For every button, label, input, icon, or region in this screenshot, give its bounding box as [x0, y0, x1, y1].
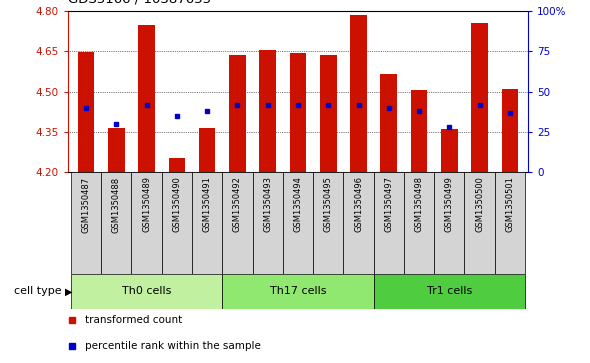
Bar — [373, 172, 404, 274]
Text: GSM1350490: GSM1350490 — [172, 176, 181, 232]
Text: GSM1350497: GSM1350497 — [384, 176, 394, 232]
Text: GSM1350491: GSM1350491 — [202, 176, 212, 232]
Bar — [343, 172, 373, 274]
Bar — [101, 172, 132, 274]
Text: GSM1350487: GSM1350487 — [81, 176, 90, 233]
Bar — [441, 129, 458, 172]
Bar — [260, 50, 276, 172]
Text: transformed count: transformed count — [86, 315, 182, 325]
Bar — [283, 172, 313, 274]
Bar — [222, 274, 373, 309]
Bar — [290, 53, 306, 172]
Bar — [169, 158, 185, 172]
Bar — [162, 172, 192, 274]
Text: GSM1350499: GSM1350499 — [445, 176, 454, 232]
Bar — [199, 128, 215, 172]
Bar — [108, 128, 124, 172]
Bar — [71, 274, 222, 309]
Text: ▶: ▶ — [65, 286, 73, 296]
Text: GSM1350498: GSM1350498 — [415, 176, 424, 232]
Text: GSM1350500: GSM1350500 — [475, 176, 484, 232]
Bar — [373, 274, 525, 309]
Bar — [138, 25, 155, 172]
Text: GSM1350492: GSM1350492 — [233, 176, 242, 232]
Bar — [471, 23, 488, 172]
Bar — [253, 172, 283, 274]
Text: cell type: cell type — [14, 286, 65, 296]
Text: Tr1 cells: Tr1 cells — [427, 286, 472, 296]
Bar — [222, 172, 253, 274]
Bar — [320, 54, 336, 172]
Text: GSM1350494: GSM1350494 — [293, 176, 303, 232]
Bar — [132, 172, 162, 274]
Bar — [313, 172, 343, 274]
Text: GSM1350495: GSM1350495 — [324, 176, 333, 232]
Bar — [502, 89, 518, 172]
Bar — [411, 90, 427, 172]
Text: Th0 cells: Th0 cells — [122, 286, 171, 296]
Bar — [229, 54, 245, 172]
Text: percentile rank within the sample: percentile rank within the sample — [86, 341, 261, 351]
Bar — [78, 52, 94, 172]
Bar — [192, 172, 222, 274]
Bar — [381, 74, 397, 172]
Text: GSM1350501: GSM1350501 — [506, 176, 514, 232]
Text: Th17 cells: Th17 cells — [270, 286, 326, 296]
Bar — [350, 15, 367, 172]
Text: GSM1350488: GSM1350488 — [112, 176, 121, 233]
Bar — [464, 172, 495, 274]
Text: GSM1350489: GSM1350489 — [142, 176, 151, 232]
Text: GDS5166 / 10387655: GDS5166 / 10387655 — [68, 0, 211, 5]
Bar — [495, 172, 525, 274]
Text: GSM1350496: GSM1350496 — [354, 176, 363, 232]
Bar — [404, 172, 434, 274]
Text: GSM1350493: GSM1350493 — [263, 176, 272, 232]
Bar — [434, 172, 464, 274]
Bar — [71, 172, 101, 274]
